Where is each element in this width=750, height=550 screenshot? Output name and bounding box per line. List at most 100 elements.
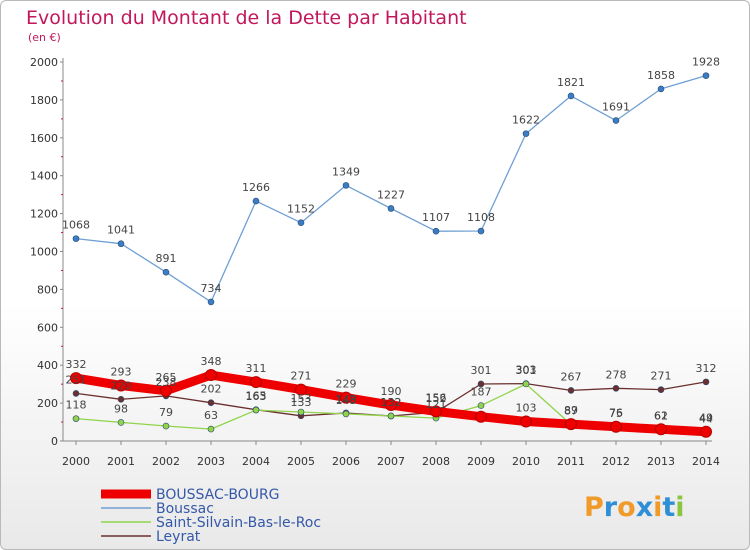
data-point: [72, 415, 80, 422]
data-label: 49: [699, 412, 713, 425]
data-label: 1858: [647, 69, 675, 82]
data-point: [612, 385, 620, 392]
data-point: [522, 380, 530, 388]
x-tick-label: 2013: [647, 455, 675, 468]
data-point: [522, 130, 530, 137]
x-tick-label: 2005: [287, 455, 315, 468]
data-point: [162, 268, 170, 276]
data-point: [610, 420, 622, 433]
data-label: 62: [654, 409, 668, 422]
data-point: [252, 406, 260, 414]
data-label: 61: [654, 409, 668, 422]
data-point: [295, 383, 307, 396]
data-label: 348: [201, 355, 222, 368]
data-point: [657, 386, 665, 393]
data-label: 278: [606, 368, 627, 381]
data-point: [477, 227, 485, 235]
x-tick-label: 2008: [422, 455, 450, 468]
data-point: [205, 369, 217, 382]
x-tick-label: 2001: [107, 455, 135, 468]
x-tick-label: 2012: [602, 455, 630, 468]
data-label: 332: [66, 358, 87, 371]
data-label: 202: [201, 383, 222, 396]
data-label: 187: [471, 386, 492, 399]
data-label: 303: [516, 364, 537, 377]
data-point: [207, 298, 215, 306]
data-label: 265: [156, 371, 177, 384]
data-label: 734: [201, 282, 222, 295]
data-label: 1152: [287, 203, 315, 216]
data-labels: 1068 1041 891 734 1266 1152 1349 1227 1107 1108 16…: [62, 56, 720, 426]
data-label: 133: [291, 396, 312, 409]
data-point: [117, 240, 125, 248]
data-label: 1041: [107, 224, 135, 237]
data-label: 311: [246, 362, 267, 375]
data-label: 89: [564, 404, 578, 417]
series-lines: [70, 72, 712, 438]
data-point: [477, 402, 485, 409]
data-point: [160, 384, 172, 397]
data-label: 132: [381, 396, 402, 409]
data-point: [387, 205, 395, 212]
data-point: [430, 405, 442, 418]
data-label: 1227: [377, 188, 405, 201]
y-tick-label: 600: [37, 321, 58, 334]
data-label: 301: [516, 364, 537, 377]
data-label: 301: [471, 364, 492, 377]
data-label: 229: [336, 378, 357, 391]
data-label: 163: [246, 390, 267, 403]
data-point: [702, 378, 710, 386]
data-point: [297, 219, 305, 226]
data-label: 63: [204, 409, 218, 422]
data-point: [340, 391, 352, 404]
data-label: 148: [336, 393, 357, 406]
data-label: 293: [111, 365, 132, 378]
data-label: 1622: [512, 114, 540, 127]
data-point: [297, 408, 305, 416]
data-point: [117, 396, 125, 403]
legend: BOUSSAC-BOURGBoussacSaint-Silvain-Bas-le…: [101, 487, 321, 545]
data-point: [655, 423, 667, 436]
data-label: 152: [426, 392, 447, 405]
data-label: 79: [159, 406, 173, 419]
data-label: 1691: [602, 101, 630, 114]
x-tick-label: 2014: [692, 455, 720, 468]
data-label: 87: [564, 405, 578, 418]
data-label: 891: [156, 252, 177, 265]
data-label: 75: [609, 407, 623, 420]
data-label: 118: [66, 399, 87, 412]
x-tick-label: 2009: [467, 455, 495, 468]
data-label: 251: [66, 373, 87, 386]
y-tick-label: 1000: [30, 246, 58, 259]
data-point: [565, 418, 577, 431]
data-label: 220: [111, 379, 132, 392]
data-point: [567, 92, 575, 100]
data-point: [70, 372, 82, 385]
data-label: 312: [696, 362, 717, 375]
data-label: 98: [114, 402, 128, 415]
data-point: [657, 85, 665, 93]
x-tick-label: 2010: [512, 455, 540, 468]
data-label: 1349: [332, 165, 360, 178]
chart-title: Evolution du Montant de la Dette par Hab…: [26, 7, 467, 29]
data-label: 44: [699, 413, 713, 426]
data-point: [612, 117, 620, 124]
data-point: [72, 390, 80, 397]
legend-entry: Saint-Silvain-Bas-le-Roc: [156, 515, 321, 531]
data-label: 143: [336, 394, 357, 407]
y-tick-label: 1400: [30, 170, 58, 183]
data-label: 271: [291, 370, 312, 383]
x-tick-label: 2000: [62, 455, 90, 468]
data-point: [700, 425, 712, 438]
data-point: [207, 399, 215, 407]
data-label: 1266: [242, 181, 270, 194]
data-point: [252, 197, 260, 205]
data-label: 156: [426, 391, 447, 404]
data-label: 153: [291, 392, 312, 405]
legend-entry: Leyrat: [156, 529, 201, 545]
data-label: 1068: [62, 219, 90, 232]
data-point: [250, 376, 262, 389]
legend-entry: BOUSSAC-BOURG: [156, 487, 280, 503]
data-point: [567, 387, 575, 394]
x-tick-label: 2003: [197, 455, 225, 468]
